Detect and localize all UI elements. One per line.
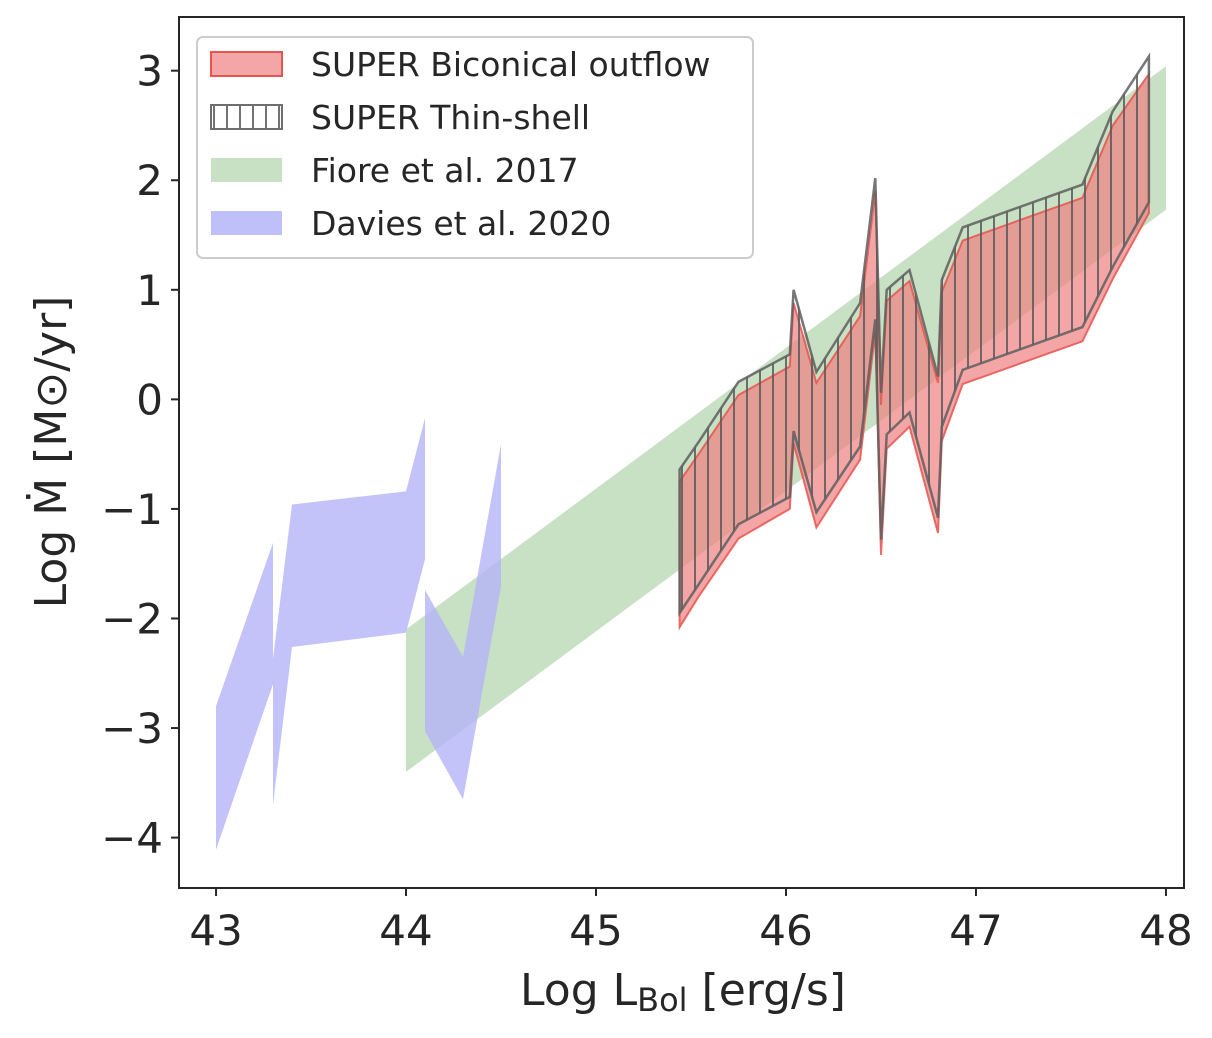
x-tick-label: 48 xyxy=(1139,906,1192,955)
y-tick-label: 2 xyxy=(136,156,163,205)
legend-swatch-davies xyxy=(211,211,282,235)
y-tick-label: 3 xyxy=(136,47,163,96)
x-axis-label: Log LBol [erg/s] xyxy=(520,965,846,1019)
y-tick-label: −3 xyxy=(101,704,163,753)
x-axis-label-subscript: Bol xyxy=(637,981,687,1019)
x-tick-label: 45 xyxy=(569,906,622,955)
x-tick-label: 44 xyxy=(379,906,432,955)
x-tick-label: 47 xyxy=(949,906,1002,955)
x-axis-label-main: Log L xyxy=(520,965,638,1016)
legend-label-biconical: SUPER Biconical outflow xyxy=(311,45,711,84)
legend-label-thin-shell: SUPER Thin-shell xyxy=(311,98,590,137)
plot-frame xyxy=(178,16,1185,889)
series-layer xyxy=(216,52,1166,850)
y-tick-label: −1 xyxy=(101,485,163,534)
x-tick-label: 43 xyxy=(189,906,242,955)
y-tick-label: −2 xyxy=(101,594,163,643)
y-axis-label: Log Ṁ [M⊙/yr] xyxy=(25,296,77,609)
area-davies-et-al-2020-0 xyxy=(216,542,273,850)
y-tick-label: 0 xyxy=(136,375,163,424)
y-tick-label: −4 xyxy=(101,814,163,863)
area-super-thin-shell-0 xyxy=(678,52,1151,618)
legend-swatch-biconical xyxy=(210,51,283,77)
x-axis-label-unit: [erg/s] xyxy=(688,965,846,1016)
legend-swatch-fiore xyxy=(211,158,282,182)
ticks: 43 44 45 46 47 48 −4 −3 −2 −1 0 1 2 3 xyxy=(101,47,1193,955)
area-davies-et-al-2020-1 xyxy=(273,418,425,805)
y-tick-label: 1 xyxy=(136,266,163,315)
legend-label-davies: Davies et al. 2020 xyxy=(311,204,611,243)
legend-box xyxy=(196,36,754,259)
x-tick-label: 46 xyxy=(759,906,812,955)
legend: SUPER Biconical outflow SUPER Thin-shell… xyxy=(196,36,754,259)
legend-swatch-thin-shell xyxy=(210,104,283,130)
legend-label-fiore: Fiore et al. 2017 xyxy=(311,151,579,190)
area-davies-et-al-2020-2 xyxy=(425,444,501,800)
